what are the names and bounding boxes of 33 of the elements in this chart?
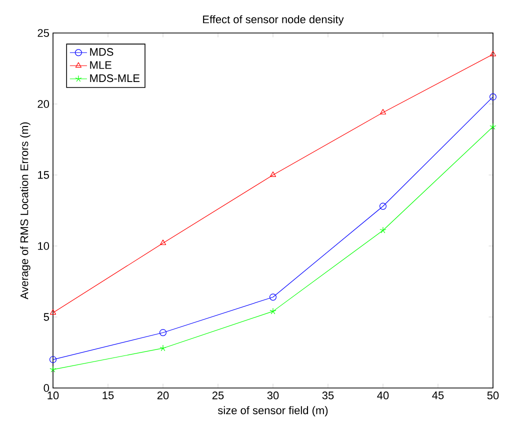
point — [270, 171, 276, 177]
point — [270, 294, 276, 301]
x-tick-label: 30 — [267, 392, 279, 400]
point — [489, 93, 496, 100]
point — [380, 109, 386, 114]
legend-label: MDS-MLE — [90, 74, 140, 82]
x-tick-label: 50 — [487, 392, 499, 400]
x-tick-label: 35 — [322, 392, 334, 400]
x-tick-label: 45 — [432, 392, 444, 400]
point — [160, 240, 166, 246]
y-tick-label: 20 — [38, 100, 50, 108]
point — [270, 308, 276, 314]
y-tick-label: 10 — [38, 242, 50, 250]
point — [160, 344, 166, 352]
point — [160, 329, 166, 336]
x-tick-label: 40 — [377, 392, 389, 400]
y-tick-label: 25 — [38, 29, 49, 37]
x-axis-title: size of sensor field (m) — [218, 406, 328, 416]
y-tick-label: 0 — [44, 384, 50, 392]
chart-title: Effect of sensor node density — [203, 15, 344, 26]
x-tick-label: 15 — [102, 392, 114, 400]
x-tick-label: 25 — [212, 392, 224, 400]
point — [380, 226, 386, 234]
legend-label: MLE — [90, 61, 112, 69]
legend-label: MDS — [90, 48, 114, 56]
point — [490, 50, 496, 56]
point — [379, 202, 386, 210]
point — [50, 356, 57, 364]
x-tick-label: 20 — [157, 392, 169, 400]
y-tick-label: 15 — [38, 171, 49, 179]
y-tick-label: 5 — [44, 313, 49, 321]
point — [50, 309, 56, 315]
y-axis-title: Average of RMS Location Errors (m) — [20, 122, 30, 300]
